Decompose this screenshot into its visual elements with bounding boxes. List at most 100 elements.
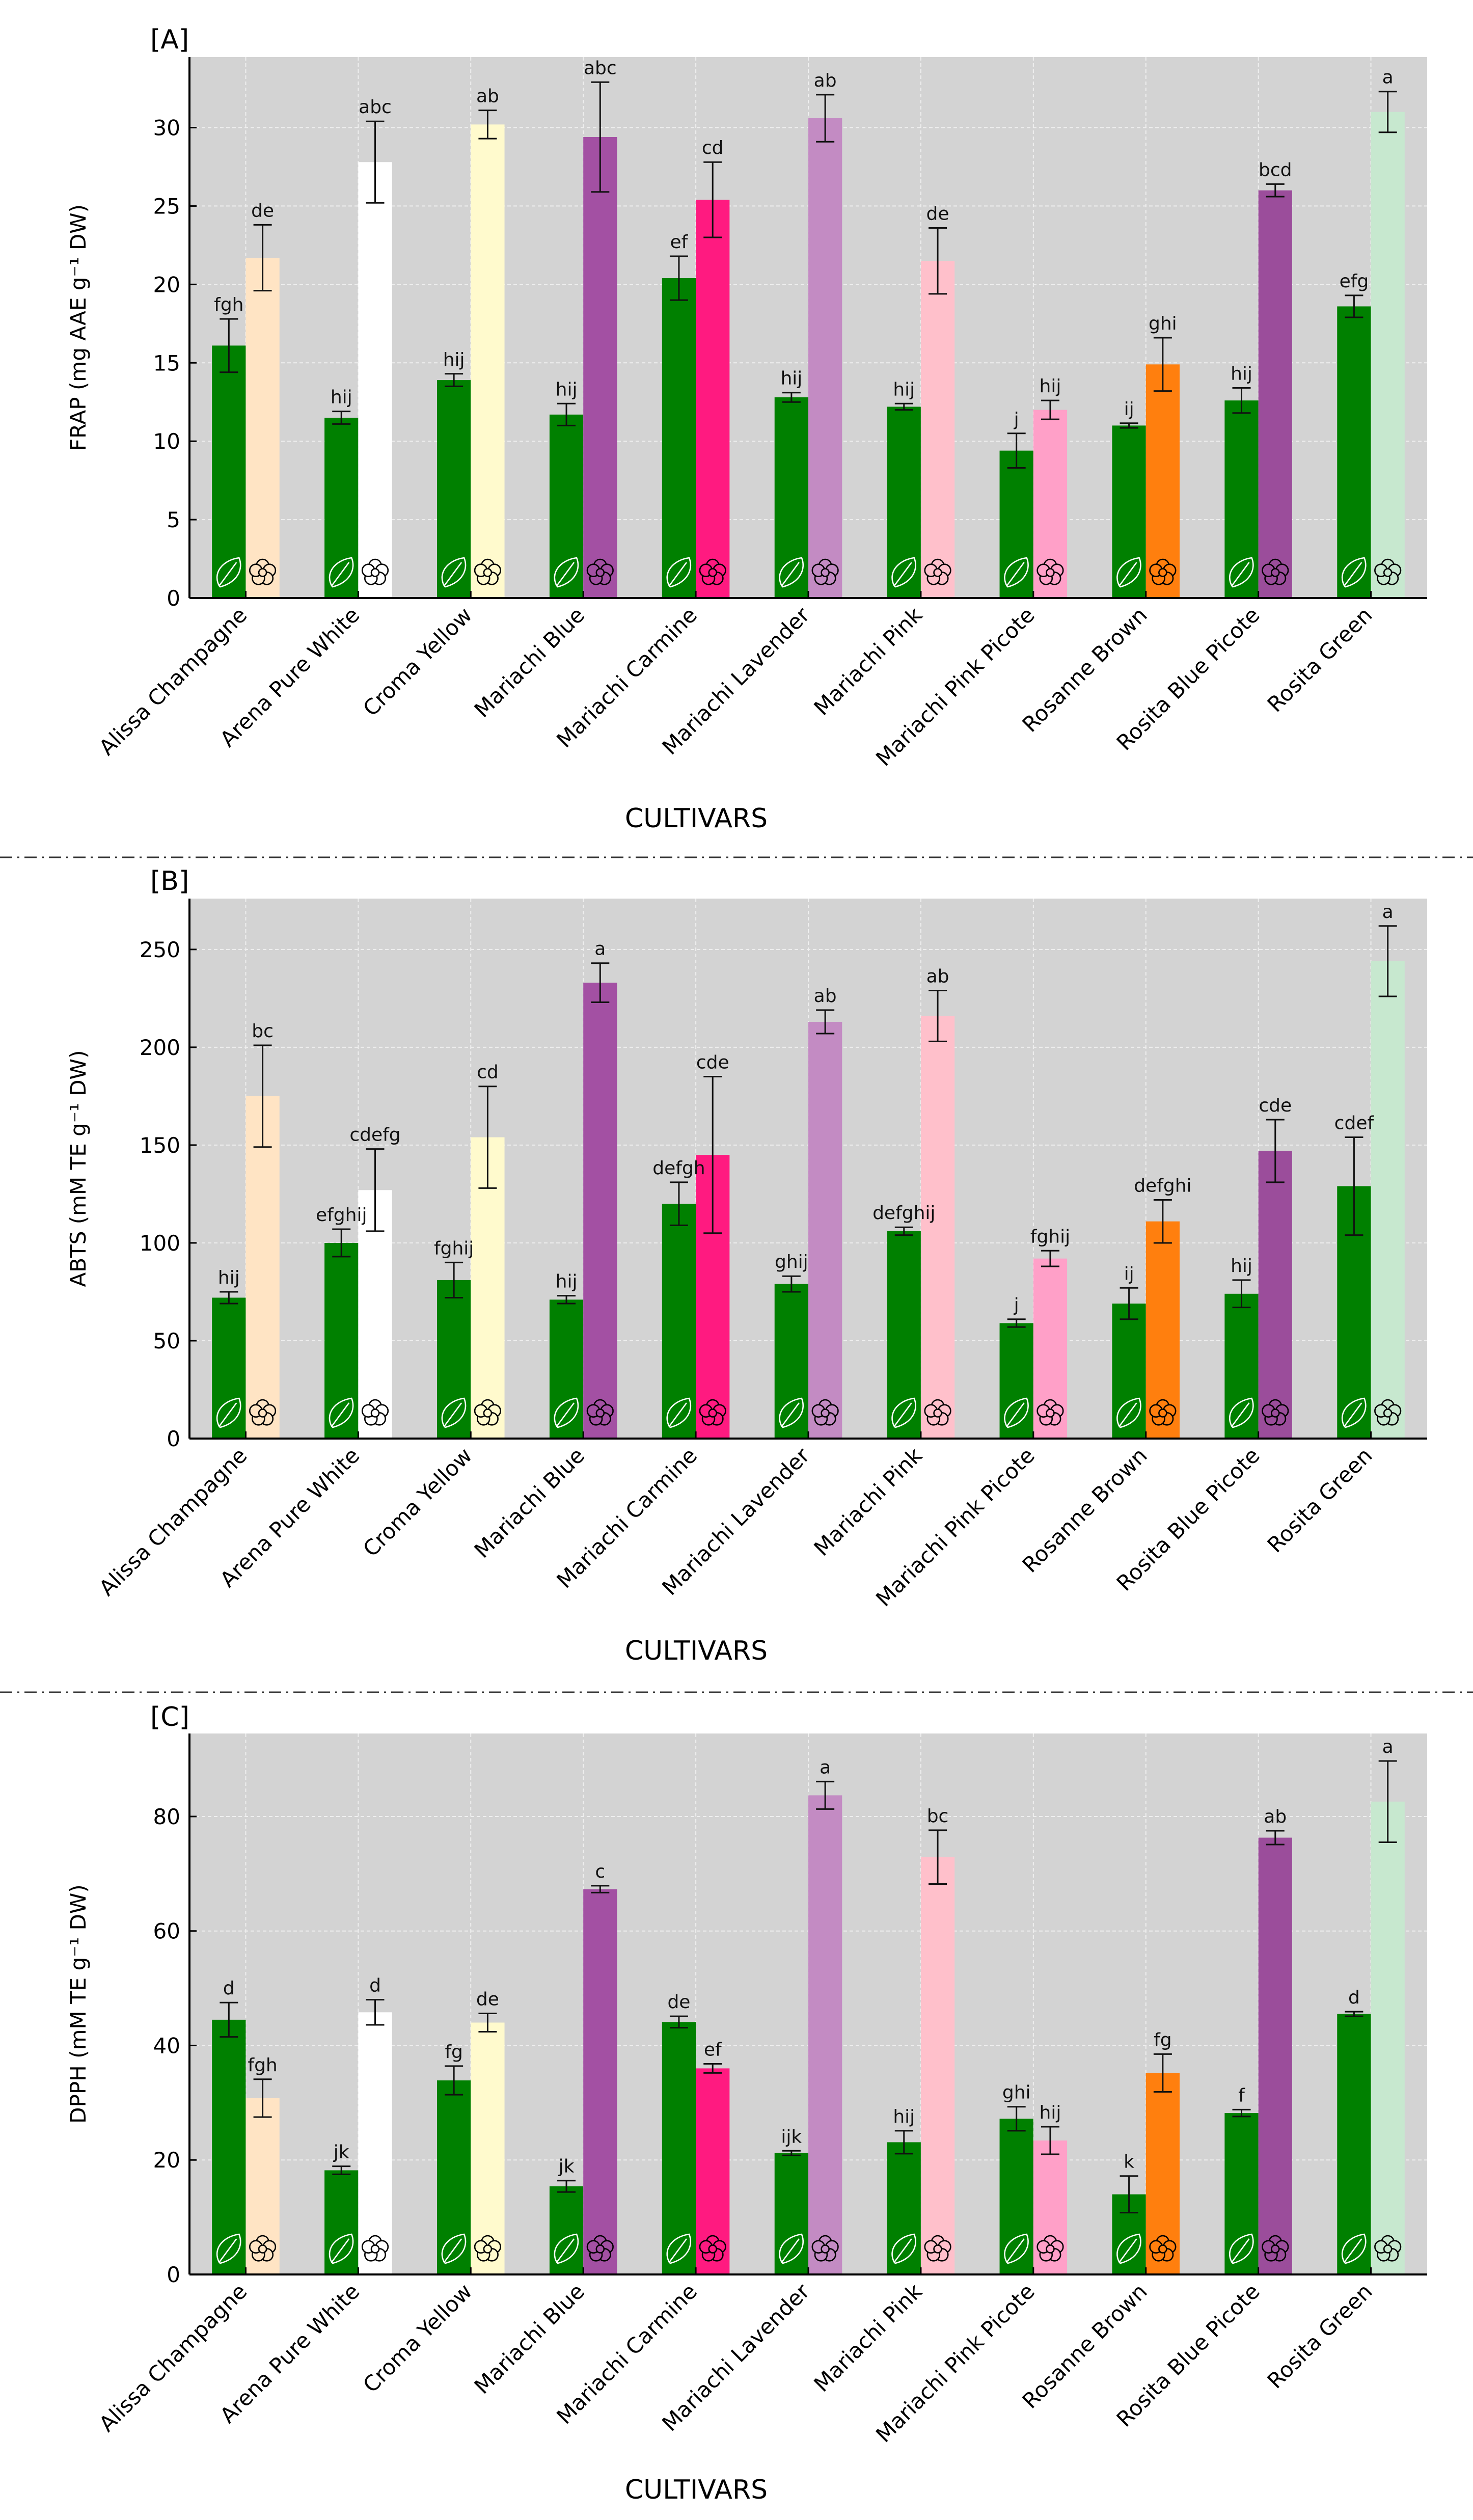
- significance-letter: a: [594, 939, 606, 960]
- y-tick-label: 0: [167, 586, 180, 611]
- significance-letter: d: [1348, 1987, 1360, 2008]
- flower-bar: [471, 124, 505, 598]
- significance-letter: efghij: [316, 1205, 367, 1226]
- significance-letter: de: [251, 200, 274, 221]
- y-axis-label: ABTS (mM TE g⁻¹ DW): [66, 1050, 91, 1287]
- significance-letter: ab: [476, 86, 499, 107]
- significance-letter: cdef: [1334, 1113, 1375, 1134]
- significance-letter: jk: [558, 2156, 575, 2177]
- y-tick-label: 40: [153, 2033, 180, 2058]
- significance-letter: a: [1382, 67, 1394, 88]
- significance-letter: cdefg: [349, 1125, 400, 1146]
- y-tick-label: 200: [140, 1035, 180, 1060]
- y-axis-label: FRAP (mg AAE g⁻¹ DW): [66, 204, 91, 451]
- significance-letter: fghij: [434, 1238, 474, 1259]
- significance-letter: ab: [814, 986, 837, 1007]
- leaf-bar: [1337, 306, 1371, 598]
- significance-letter: de: [476, 1989, 499, 2010]
- significance-letter: defghij: [872, 1203, 935, 1224]
- y-tick-label: 250: [140, 937, 180, 962]
- flower-bar: [1371, 961, 1405, 1439]
- significance-letter: hij: [1040, 376, 1061, 397]
- significance-letter: defghi: [1134, 1175, 1191, 1196]
- flower-bar: [358, 2012, 392, 2274]
- y-axis-label: DPPH (mM TE g⁻¹ DW): [66, 1884, 91, 2124]
- significance-letter: abc: [359, 97, 392, 118]
- leaf-bar: [1337, 2014, 1371, 2274]
- significance-letter: bc: [252, 1021, 274, 1042]
- y-tick-label: 25: [153, 194, 180, 219]
- flower-bar: [920, 1857, 955, 2274]
- flower-bar: [358, 162, 392, 598]
- significance-letter: a: [1382, 1737, 1394, 1757]
- significance-letter: ghi: [1149, 313, 1177, 334]
- y-tick-label: 30: [153, 116, 180, 141]
- y-axis: 0 20 40 60 80: [153, 1733, 197, 2287]
- flower-bar: [1371, 1801, 1405, 2274]
- leaf-bar: [324, 2170, 359, 2274]
- leaf-bar: [662, 278, 696, 598]
- y-axis: 0 5 10 15 20 25 30: [153, 57, 197, 611]
- leaf-bar: [212, 2019, 246, 2274]
- significance-letter: hij: [1231, 364, 1252, 385]
- y-tick-label: 60: [153, 1919, 180, 1944]
- significance-letter: c: [595, 1861, 605, 1882]
- flower-bar: [1371, 112, 1405, 598]
- significance-letter: hij: [331, 387, 352, 408]
- x-axis-label: CULTIVARS: [625, 2475, 768, 2505]
- significance-letter: hij: [1040, 2102, 1061, 2123]
- significance-letter: j: [1014, 409, 1019, 430]
- significance-letter: hij: [443, 349, 465, 370]
- significance-letter: d: [369, 1975, 381, 1996]
- y-tick-label: 0: [167, 2262, 180, 2287]
- significance-letter: hij: [1231, 1256, 1252, 1277]
- y-tick-label: 15: [153, 350, 180, 375]
- significance-letter: de: [926, 204, 949, 225]
- panel-label: [B]: [150, 866, 189, 897]
- flower-bar: [808, 118, 842, 598]
- flower-bar: [471, 2022, 505, 2274]
- significance-letter: cd: [477, 1062, 499, 1083]
- error-bars: [220, 1760, 1397, 2214]
- flower-bar: [920, 1016, 955, 1439]
- bars: [212, 112, 1405, 599]
- flower-bar: [583, 137, 617, 598]
- significance-letters: hij efghij fghij hij defgh ghij defghij j ij hij c…: [218, 902, 1394, 1316]
- panel-label: [A]: [150, 24, 189, 55]
- error-bars: [220, 925, 1397, 1328]
- significance-letter: ij: [1124, 399, 1134, 420]
- significance-letter: efg: [1340, 271, 1369, 292]
- leaf-bar: [212, 345, 246, 598]
- flower-bar: [1258, 190, 1292, 598]
- y-axis: 0 50 100 150 200 250: [140, 899, 197, 1451]
- flower-bar: [808, 1795, 842, 2274]
- x-axis-label: CULTIVARS: [625, 803, 768, 834]
- significance-letter: ghij: [775, 1252, 808, 1272]
- y-tick-label: 20: [153, 272, 180, 297]
- significance-letter: ijk: [781, 2126, 802, 2147]
- significance-letter: ij: [1124, 1263, 1134, 1284]
- significance-letter: k: [1124, 2152, 1134, 2173]
- significance-letter: cd: [702, 138, 724, 158]
- flower-bar: [920, 261, 955, 598]
- significance-letter: cde: [1259, 1095, 1292, 1116]
- significance-letter: ab: [1264, 1806, 1287, 1827]
- panel-b: [B] hij efghij fghij hij defgh ghij defghij j ij…: [66, 866, 1427, 1666]
- significance-letter: de: [667, 1992, 690, 2013]
- significance-letter: j: [1014, 1295, 1019, 1316]
- significance-letter: ef: [704, 2039, 722, 2060]
- error-bars: [220, 81, 1397, 469]
- significance-letter: fgh: [214, 294, 243, 315]
- leaf-bar: [549, 414, 584, 598]
- significance-letter: d: [223, 1978, 235, 1999]
- y-tick-label: 150: [140, 1133, 180, 1158]
- bars: [212, 961, 1405, 1439]
- y-tick-label: 0: [167, 1426, 180, 1451]
- significance-letter: fg: [445, 2042, 463, 2063]
- significance-letter: f: [1238, 2085, 1245, 2106]
- significance-letter: a: [820, 1757, 831, 1778]
- y-tick-label: 50: [153, 1329, 180, 1353]
- significance-letter: defgh: [652, 1158, 705, 1179]
